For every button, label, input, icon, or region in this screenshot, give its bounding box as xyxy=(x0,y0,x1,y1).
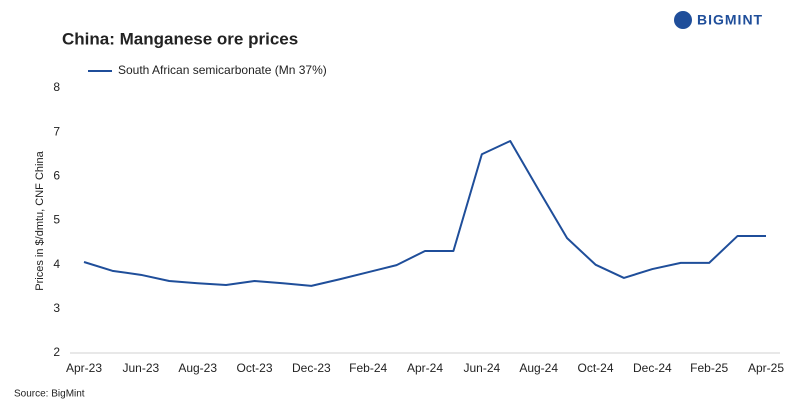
x-tick-label: Dec-24 xyxy=(633,361,672,375)
x-tick-label: Apr-24 xyxy=(407,361,443,375)
y-tick-label: 4 xyxy=(53,257,60,271)
x-tick-label: Oct-23 xyxy=(236,361,272,375)
x-tick-label: Aug-24 xyxy=(519,361,558,375)
logo-icon xyxy=(674,11,692,29)
x-tick-label: Dec-23 xyxy=(292,361,331,375)
y-tick-label: 7 xyxy=(53,124,60,138)
x-tick-label: Feb-25 xyxy=(690,361,728,375)
series-line xyxy=(83,140,766,287)
source: Source: BigMint xyxy=(14,389,85,400)
y-tick-label: 6 xyxy=(53,169,60,183)
x-tick-label: Oct-24 xyxy=(577,361,613,375)
x-tick-label: Aug-23 xyxy=(178,361,217,375)
y-tick-label: 5 xyxy=(53,213,60,227)
y-tick-label: 2 xyxy=(53,345,60,359)
y-tick-label: 3 xyxy=(53,301,60,315)
brand: BIGMINT xyxy=(697,12,763,28)
x-tick-label: Apr-23 xyxy=(66,361,102,375)
logo: BIGMINT xyxy=(674,11,763,29)
x-tick-label: Jun-23 xyxy=(122,361,159,375)
x-tick-label: Jun-24 xyxy=(463,361,500,375)
legend-label: South African semicarbonate (Mn 37%) xyxy=(118,63,327,77)
x-tick-label: Apr-25 xyxy=(748,361,784,375)
chart-title: China: Manganese ore prices xyxy=(62,29,298,48)
x-tick-label: Feb-24 xyxy=(349,361,387,375)
y-axis-label: Prices in $/dmtu, CNF China xyxy=(34,150,46,290)
y-tick-label: 8 xyxy=(53,80,60,94)
